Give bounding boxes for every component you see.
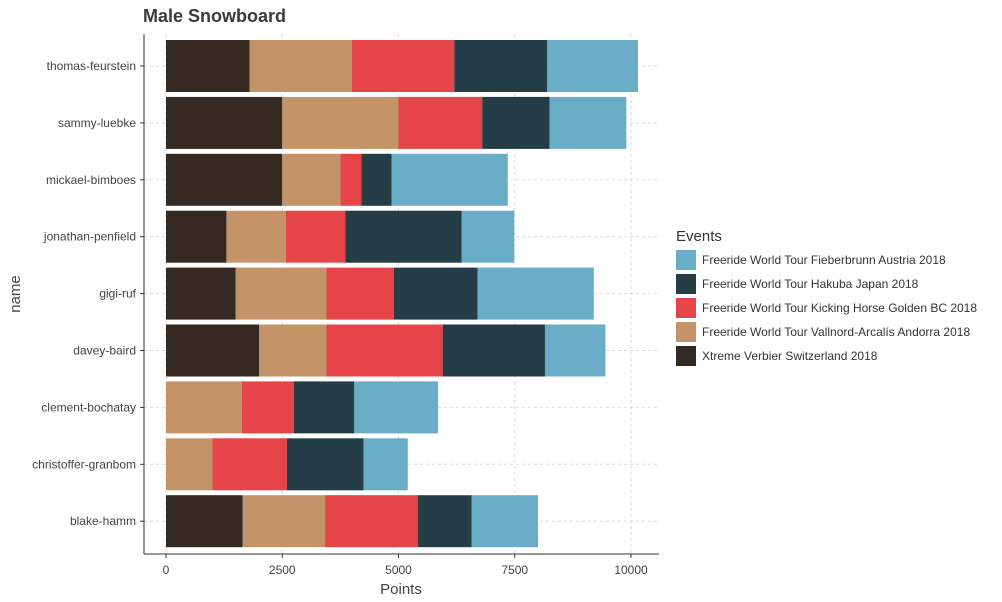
y-tick-label: mickael-bimboes	[46, 173, 136, 187]
bar-segment	[293, 381, 355, 434]
bars	[166, 40, 638, 548]
bar-segment	[286, 438, 364, 491]
bar-segment	[249, 40, 352, 92]
legend-label: Xtreme Verbier Switzerland 2018	[702, 349, 878, 363]
bar-segment	[454, 40, 548, 92]
bar-segment	[212, 438, 287, 491]
bar-segment	[166, 495, 243, 548]
bar-segment	[282, 153, 341, 206]
bar-segment	[166, 96, 283, 149]
bar-segment	[226, 210, 286, 263]
y-tick-label: clement-bochatay	[41, 400, 136, 414]
bar-segment	[285, 210, 346, 263]
bar-segment	[544, 324, 606, 377]
bar-segment	[325, 495, 419, 548]
y-tick-label: blake-hamm	[70, 514, 136, 528]
bar-segment	[363, 438, 408, 491]
bar-segment	[340, 153, 362, 206]
bar-segment	[166, 324, 259, 377]
legend-swatch	[676, 274, 696, 294]
x-tick-label: 7500	[501, 563, 528, 577]
y-axis-title: name	[7, 275, 24, 313]
x-tick-label: 5000	[385, 563, 412, 577]
legend-label: Freeride World Tour Fieberbrunn Austria …	[702, 253, 946, 267]
bar-segment	[241, 381, 294, 434]
bar-segment	[361, 153, 392, 206]
bar-segment	[166, 267, 236, 320]
bar-segment	[461, 210, 515, 263]
x-tick-label: 2500	[269, 563, 296, 577]
bar-segment	[471, 495, 538, 548]
y-axis-ticks: thomas-feurstein sammy-luebke mickael-bimb…	[32, 59, 144, 528]
bar-segment	[547, 40, 638, 92]
bar-segment	[166, 210, 227, 263]
bar-segment	[166, 438, 213, 491]
y-tick-label: jonathan-penfield	[43, 230, 136, 244]
bar-segment	[354, 381, 439, 434]
bar-segment	[282, 96, 399, 149]
y-tick-label: gigi-ruf	[99, 287, 136, 301]
legend-swatch	[676, 322, 696, 342]
bar-segment	[259, 324, 327, 377]
legend: Freeride World Tour Fieberbrunn Austria …	[676, 250, 977, 366]
bar-segment	[398, 96, 483, 149]
bar-segment	[326, 267, 394, 320]
bar-segment	[166, 153, 283, 206]
bar-segment	[477, 267, 594, 320]
x-axis-title: Points	[380, 581, 422, 598]
x-tick-label: 10000	[614, 563, 648, 577]
legend-label: Freeride World Tour Vallnord-Arcalís And…	[702, 325, 970, 339]
legend-label: Freeride World Tour Hakuba Japan 2018	[702, 277, 919, 291]
legend-swatch	[676, 346, 696, 366]
legend-title: Events	[676, 228, 722, 245]
bar-segment	[393, 267, 478, 320]
bar-segment	[442, 324, 545, 377]
legend-swatch	[676, 298, 696, 318]
y-tick-label: thomas-feurstein	[47, 59, 136, 73]
bar-segment	[418, 495, 472, 548]
x-tick-label: 0	[163, 563, 170, 577]
chart-title: Male Snowboard	[143, 6, 286, 26]
y-tick-label: christoffer-granbom	[32, 457, 136, 471]
legend-label: Freeride World Tour Kicking Horse Golden…	[702, 301, 977, 315]
x-axis-ticks: 0 2500 5000 7500 10000	[163, 554, 648, 577]
legend-swatch	[676, 250, 696, 270]
bar-segment	[482, 96, 550, 149]
bar-segment	[345, 210, 462, 263]
bar-segment	[166, 40, 250, 92]
bar-segment	[391, 153, 508, 206]
bar-segment	[235, 267, 327, 320]
bar-segment	[326, 324, 443, 377]
bar-segment	[242, 495, 326, 548]
y-tick-label: sammy-luebke	[58, 116, 136, 130]
y-tick-label: davey-baird	[73, 344, 136, 358]
bar-segment	[166, 381, 242, 434]
bar-segment	[352, 40, 455, 92]
bar-segment	[549, 96, 627, 149]
